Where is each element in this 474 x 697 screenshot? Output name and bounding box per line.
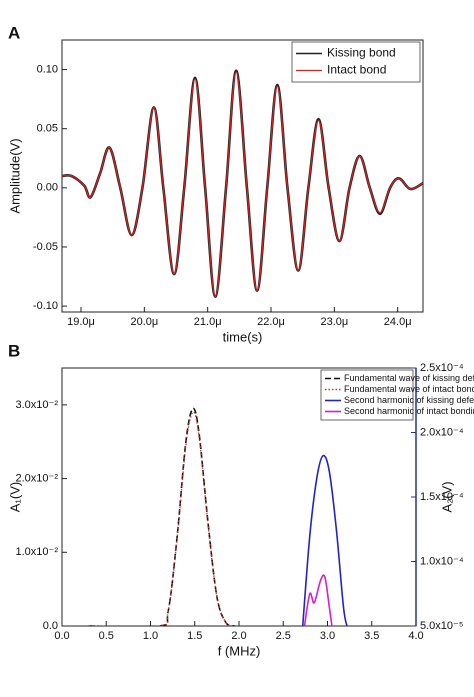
- legend-label: Second harmonic of intact bonding: [344, 406, 474, 416]
- y2-tick-label: 1.0x10⁻⁴: [420, 555, 464, 567]
- y-tick-label: 0.10: [37, 63, 58, 75]
- legend-label: Second harmonic of kissing defect: [344, 395, 474, 405]
- legend-label: Fundamental wave of kissing defect: [344, 373, 474, 383]
- y-tick-label: 0.00: [37, 182, 58, 194]
- series-line: [88, 411, 235, 626]
- x-tick-label: 3.0: [320, 630, 335, 642]
- x-tick-label: 22.0μ: [257, 316, 285, 328]
- legend-label: Fundamental wave of intact bonding: [344, 384, 474, 394]
- x-tick-label: 3.5: [364, 630, 379, 642]
- y-tick-label: -0.10: [33, 300, 58, 312]
- y2-tick-label: 1.5x10⁻⁴: [420, 491, 464, 503]
- series-line: [301, 454, 348, 626]
- x-tick-label: 2.0: [231, 630, 246, 642]
- series-line: [303, 574, 333, 626]
- y2-tick-label: 2.5x10⁻⁴: [420, 362, 464, 374]
- x-tick-label: 20.0μ: [130, 316, 158, 328]
- y-axis-label: Amplitude(V): [7, 138, 22, 213]
- y-tick-label: 3.0x10⁻²: [16, 399, 59, 411]
- y-tick-label: 1.0x10⁻²: [16, 546, 59, 558]
- y2-tick-label: 5.0x10⁻⁵: [420, 620, 463, 632]
- x-tick-label: 1.0: [143, 630, 158, 642]
- x-tick-label: 19.0μ: [67, 316, 95, 328]
- y2-axis-label: A₂(V): [439, 481, 454, 512]
- x-tick-label: 4.0: [408, 630, 423, 642]
- series-line: [88, 407, 235, 626]
- legend-label: Kissing bond: [327, 46, 396, 60]
- panel-label: B: [8, 341, 20, 360]
- y-tick-label: 2.0x10⁻²: [16, 472, 59, 484]
- x-tick-label: 23.0μ: [320, 316, 348, 328]
- y-tick-label: -0.05: [33, 241, 58, 253]
- y-tick-label: 0.0: [43, 620, 58, 632]
- y-tick-label: 0.05: [37, 123, 58, 135]
- legend-box: [291, 41, 421, 83]
- x-tick-label: 21.0μ: [194, 316, 222, 328]
- x-tick-label: 0.0: [54, 630, 69, 642]
- x-axis-label: time(s): [223, 329, 263, 344]
- x-tick-label: 1.5: [187, 630, 202, 642]
- x-tick-label: 2.5: [276, 630, 291, 642]
- x-axis-label: f (MHz): [218, 643, 261, 658]
- y2-tick-label: 2.0x10⁻⁴: [420, 426, 464, 438]
- panel-label: A: [8, 23, 20, 42]
- x-tick-label: 0.5: [99, 630, 114, 642]
- series-line: [62, 71, 423, 298]
- y-axis-label: A₁(V): [7, 482, 22, 512]
- legend-label: Intact bond: [327, 63, 386, 77]
- x-tick-label: 24.0μ: [384, 316, 412, 328]
